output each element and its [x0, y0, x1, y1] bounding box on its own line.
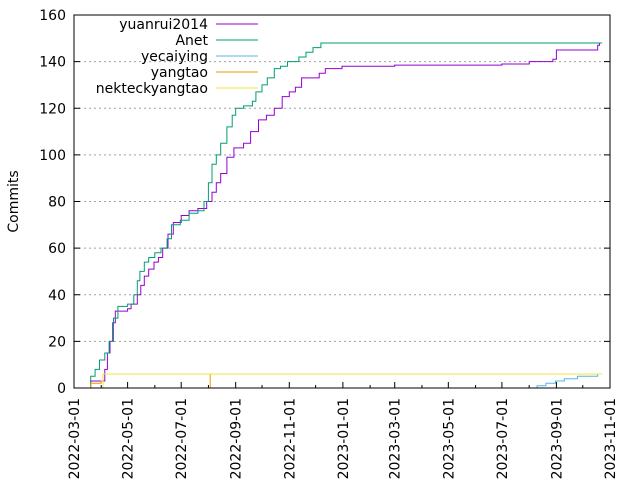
series-line-anet: [89, 42, 603, 389]
x-tick-label: 2023-01-01: [336, 398, 352, 479]
x-tick-label: 2023-03-01: [388, 398, 404, 479]
y-tick-label: 60: [48, 241, 66, 257]
legend-label: Anet: [175, 33, 208, 49]
y-tick-label: 100: [39, 148, 66, 164]
x-tick-label: 2023-05-01: [441, 398, 457, 479]
x-axis: 2022-03-01 2022-05-01 2022-07-01 2022-09-01…: [67, 382, 619, 479]
grid-lines: [74, 61, 610, 342]
y-tick-label: 120: [39, 101, 66, 117]
x-tick-label: 2022-11-01: [282, 398, 298, 479]
y-tick-label: 160: [39, 8, 66, 24]
x-tick-label: 2022-07-01: [174, 398, 190, 479]
y-tick-label: 80: [48, 195, 66, 211]
y-tick-label: 20: [48, 334, 66, 350]
x-tick-label: 2023-07-01: [495, 398, 511, 479]
x-tick-label: 2022-03-01: [67, 398, 83, 479]
series-line-yuanrui2014: [89, 43, 600, 389]
x-tick-label: 2023-11-01: [603, 398, 619, 479]
x-tick-label: 2023-09-01: [549, 398, 565, 479]
legend-label: yangtao: [151, 65, 208, 81]
y-tick-label: 0: [57, 381, 66, 397]
y-axis-label: Commits: [6, 170, 22, 232]
y-tick-label: 40: [48, 288, 66, 304]
x-tick-label: 2022-05-01: [121, 398, 137, 479]
series-line-nekteckyangtao: [102, 373, 603, 389]
series-line-yecaiying: [523, 373, 603, 389]
y-axis: 0 20 40 60 80 100 120 140 160: [39, 8, 610, 397]
series-line-yangtao: [89, 373, 211, 389]
legend-label: yuanrui2014: [119, 17, 208, 33]
y-tick-label: 140: [39, 55, 66, 71]
x-tick-label: 2022-09-01: [229, 398, 245, 479]
legend-label: nekteckyangtao: [96, 81, 208, 97]
legend-label: yecaiying: [141, 49, 208, 65]
legend: yuanrui2014Anetyecaiyingyangtaonekteckya…: [96, 17, 258, 97]
